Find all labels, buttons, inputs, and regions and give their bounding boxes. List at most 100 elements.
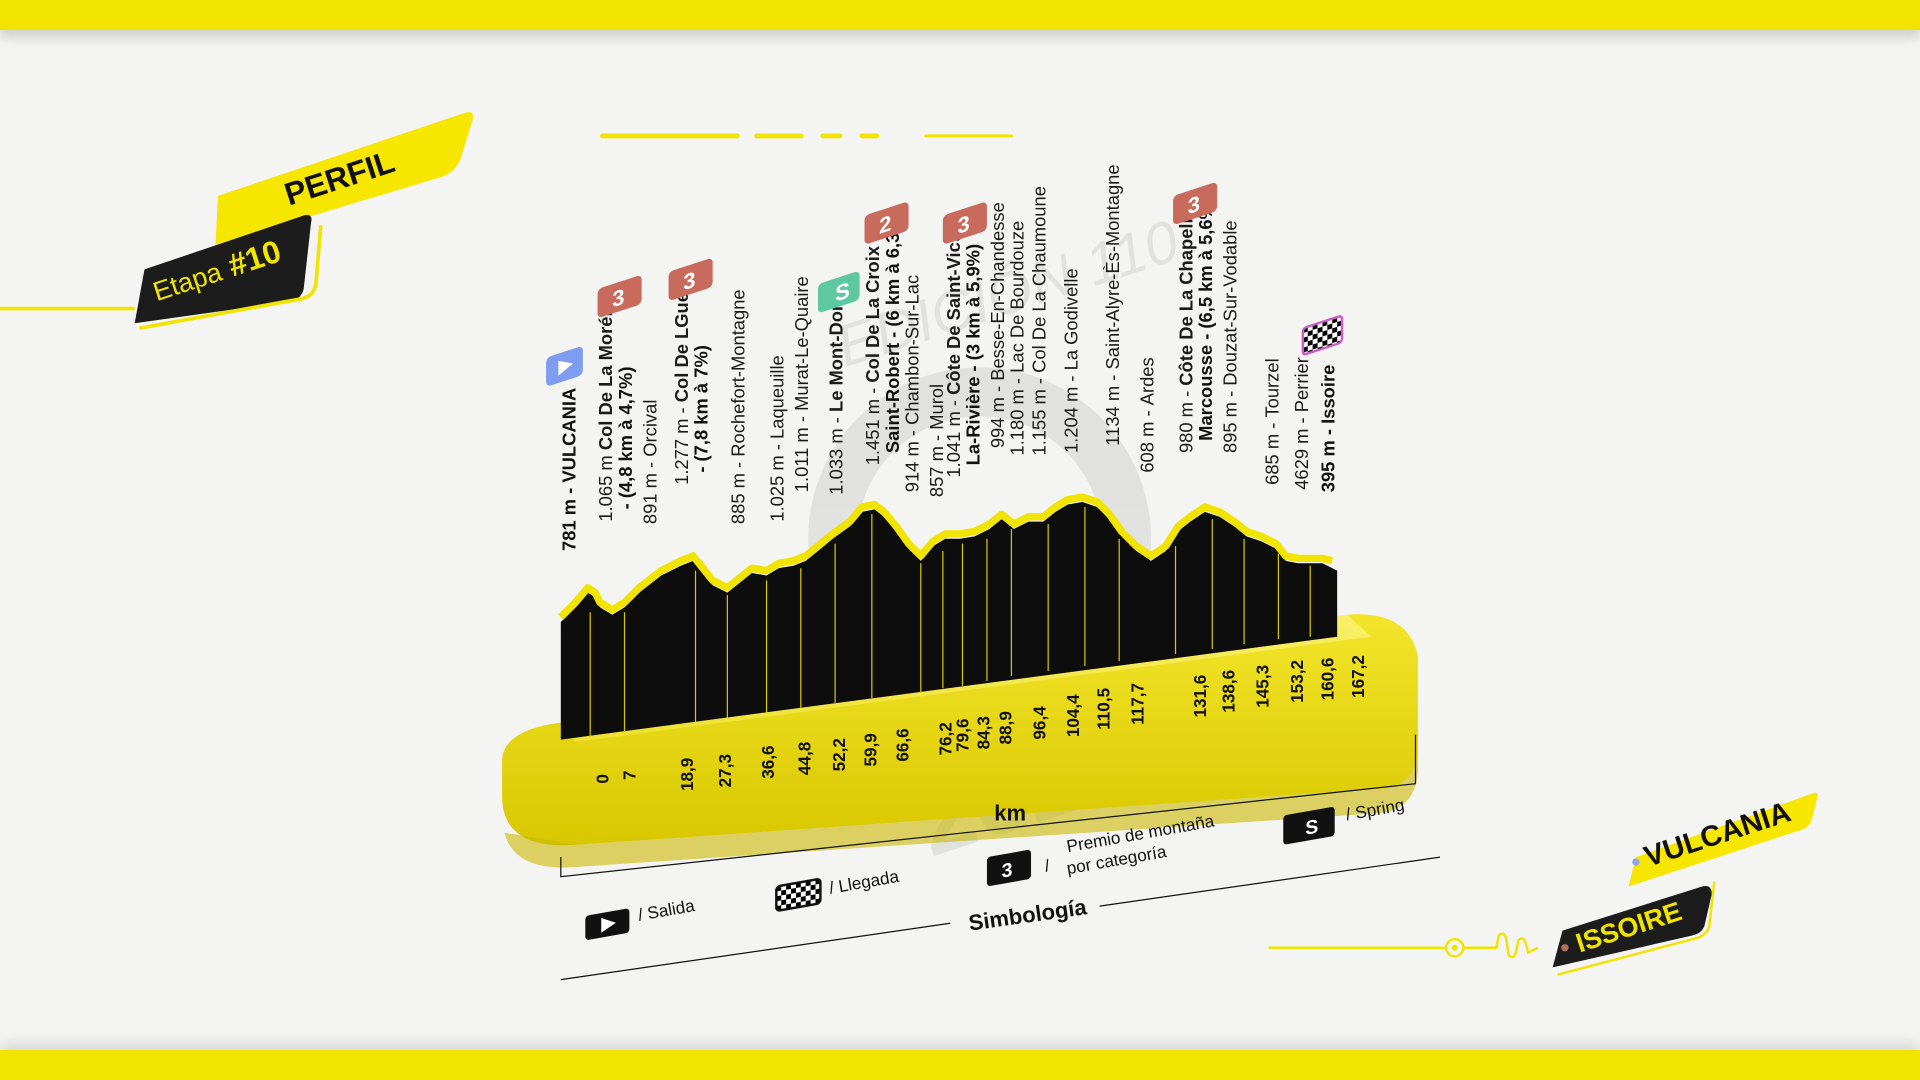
svg-text:395 m - Issoire: 395 m - Issoire <box>1318 365 1339 493</box>
km-tick: 167,2 <box>1348 655 1368 698</box>
km-tick: 36,6 <box>758 745 778 778</box>
waypoint-labels: 781 m - VULCANIA 1.065 m Col De La Morén… <box>559 164 1339 551</box>
waypoint-label: 1.277 m - Col De LGuéry- (7,8 km à 7%) <box>671 274 712 485</box>
km-tick: 110,5 <box>1093 687 1113 729</box>
finish-dot-icon <box>1561 944 1569 952</box>
checkered-flag-icon <box>775 878 822 912</box>
waypoint-label: 891 m - Orcival <box>639 400 660 524</box>
mountain-category-icon: 3 <box>1002 859 1013 883</box>
km-tick: 153,2 <box>1287 660 1307 703</box>
climb-badge: 2 <box>864 202 909 244</box>
svg-text:1.155 m - Col De La Chaumoune: 1.155 m - Col De La Chaumoune <box>1029 186 1050 455</box>
top-yellow-bar <box>0 0 1920 30</box>
km-tick: 18,9 <box>677 758 697 791</box>
header-banner: PERFIL Etapa #10 <box>0 112 474 330</box>
elevation-profile <box>558 493 1338 740</box>
svg-text:857 m - Murol: 857 m - Murol <box>926 384 947 497</box>
checkered-flag-icon <box>1301 315 1344 356</box>
svg-text:1.033 m - Le Mont-Dore: 1.033 m - Le Mont-Dore <box>825 294 846 495</box>
svg-text:S: S <box>835 278 850 307</box>
km-tick: 76,2 <box>935 722 955 755</box>
km-tick: 0 <box>593 774 613 784</box>
waypoint-label: 1.033 m - Le Mont-Dore <box>825 294 846 495</box>
waypoint-label: 1.011 m - Murat-Le-Quaire <box>791 276 812 492</box>
legend-item-start: / Salida <box>585 895 697 940</box>
svg-text:1.277 m - Col De LGuéry: 1.277 m - Col De LGuéry <box>671 274 692 485</box>
svg-text:La-Rivière - (3 km à 5,9%): La-Rivière - (3 km à 5,9%) <box>963 244 984 465</box>
km-axis: 0 7 18,9 27,3 36,6 44,8 52,2 59,9 66,6 7… <box>560 655 1417 878</box>
km-tick: 79,6 <box>953 718 973 751</box>
km-tick: 138,6 <box>1218 670 1238 713</box>
svg-text:4629 m - Perrier: 4629 m - Perrier <box>1291 357 1312 490</box>
x-axis-label: km <box>994 800 1026 825</box>
waypoint-label: 1.025 m - Laqueuille <box>767 355 788 521</box>
svg-text:781 m - VULCANIA: 781 m - VULCANIA <box>559 388 580 551</box>
svg-text:2: 2 <box>879 211 891 239</box>
svg-text:1134 m - Saint-Alyre-Ès-Montag: 1134 m - Saint-Alyre-Ès-Montagne <box>1102 164 1123 445</box>
svg-text:- (4,8 km à 4,7%): - (4,8 km à 4,7%) <box>615 367 636 510</box>
km-tick: 59,9 <box>861 733 881 766</box>
play-icon <box>558 360 574 376</box>
svg-text:/ Llegada: / Llegada <box>827 866 900 898</box>
profile-dividers <box>589 506 1311 738</box>
km-tick: 96,4 <box>1030 706 1050 740</box>
svg-text:1.025 m - Laqueuille: 1.025 m - Laqueuille <box>767 355 788 521</box>
legend-item-finish: / Llegada <box>775 866 901 912</box>
badges: 3 3 S 2 3 3 <box>546 182 1344 386</box>
climb-badge: 3 <box>1173 182 1218 224</box>
svg-text:1.065 m Col De La Moréno: 1.065 m Col De La Moréno <box>595 294 616 522</box>
km-tick: 27,3 <box>715 754 735 787</box>
waypoint-label: 1134 m - Saint-Alyre-Ès-Montagne <box>1102 164 1123 445</box>
waypoint-label: 994 m - Besse-En-Chandesse <box>987 202 1008 448</box>
svg-text:1.180 m - Lac De Bourdouze: 1.180 m - Lac De Bourdouze <box>1007 221 1028 456</box>
svg-text:891 m - Orcival: 891 m - Orcival <box>639 400 660 524</box>
waypoint-label: 685 m - Tourzel <box>1261 358 1282 485</box>
km-tick: 131,6 <box>1190 675 1210 718</box>
svg-text:980 m - Côte De La Chapelle-: 980 m - Côte De La Chapelle- <box>1176 202 1197 453</box>
svg-text:1.011 m - Murat-Le-Quaire: 1.011 m - Murat-Le-Quaire <box>791 276 812 492</box>
waypoint-label: 980 m - Côte De La Chapelle-Marcousse - … <box>1176 197 1217 453</box>
svg-text:914 m - Chambon-Sur-Lac: 914 m - Chambon-Sur-Lac <box>901 275 922 492</box>
waypoint-label: 857 m - Murol <box>926 384 947 497</box>
svg-text:885 m - Rochefort-Montagne: 885 m - Rochefort-Montagne <box>727 289 748 524</box>
route-wave-icon <box>1463 932 1539 959</box>
km-tick: 52,2 <box>829 738 849 771</box>
waypoint-label: 1.180 m - Lac De Bourdouze <box>1007 221 1028 456</box>
climb-badge: 3 <box>668 258 713 300</box>
svg-text:3: 3 <box>612 284 624 312</box>
svg-text:3: 3 <box>1188 191 1200 219</box>
km-tick: 44,8 <box>795 742 815 775</box>
svg-text:/ Salida: / Salida <box>636 895 696 925</box>
svg-text:- (7,8 km à 7%): - (7,8 km à 7%) <box>691 345 712 473</box>
legend-title: Simbología <box>967 894 1089 935</box>
km-tick: 160,6 <box>1317 658 1337 701</box>
svg-text:/: / <box>1043 855 1051 876</box>
svg-text:Saint-Robert - (6 km à 6,3%): Saint-Robert - (6 km à 6,3%) <box>882 210 903 453</box>
waypoint-label: 1.065 m Col De La Moréno- (4,8 km à 4,7%… <box>595 294 636 522</box>
climb-badge: 3 <box>597 275 642 318</box>
waypoint-label: 895 m - Douzat-Sur-Vodable <box>1220 220 1241 453</box>
svg-text:994 m - Besse-En-Chandesse: 994 m - Besse-En-Chandesse <box>987 202 1008 448</box>
svg-text:1.204 m - La Godivelle: 1.204 m - La Godivelle <box>1061 268 1082 453</box>
waypoint-label: 914 m - Chambon-Sur-Lac <box>901 275 922 492</box>
start-badge <box>546 346 583 386</box>
waypoint-label: 1.155 m - Col De La Chaumoune <box>1029 186 1050 455</box>
km-tick: 104,4 <box>1063 694 1083 737</box>
climb-badge: 3 <box>942 202 987 244</box>
waypoint-label: 781 m - VULCANIA <box>559 388 580 551</box>
waypoint-label: 395 m - Issoire <box>1318 365 1339 493</box>
waypoint-label: 885 m - Rochefort-Montagne <box>727 289 748 524</box>
waypoint-label: 608 m - Ardes <box>1136 357 1157 472</box>
svg-text:895 m - Douzat-Sur-Vodable: 895 m - Douzat-Sur-Vodable <box>1220 220 1241 453</box>
svg-text:685 m - Tourzel: 685 m - Tourzel <box>1261 358 1282 485</box>
svg-text:3: 3 <box>683 267 695 295</box>
svg-text:Marcousse - (6,5 km à 5,6%): Marcousse - (6,5 km à 5,6%) <box>1195 197 1216 441</box>
finish-badge <box>1301 315 1344 356</box>
km-tick: 84,3 <box>973 716 993 749</box>
svg-text:3: 3 <box>958 211 970 239</box>
km-tick: 88,9 <box>995 711 1015 744</box>
km-tick: 145,3 <box>1253 665 1273 708</box>
sprint-badge: S <box>817 271 860 313</box>
